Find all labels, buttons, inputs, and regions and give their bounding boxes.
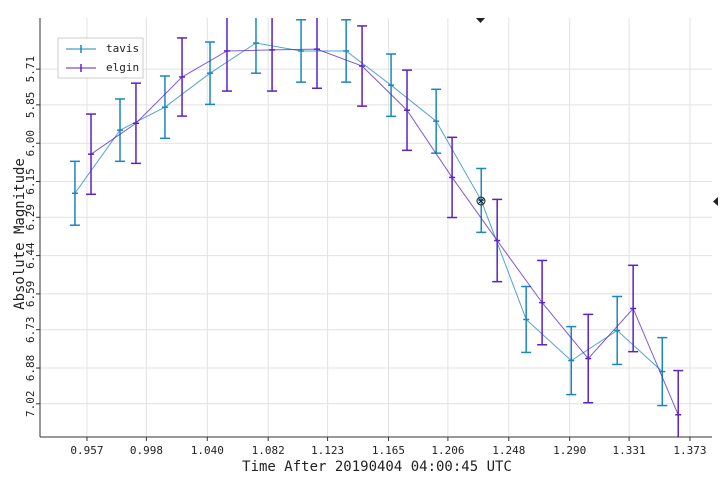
series-line (90, 48, 679, 415)
slider-handle[interactable] (713, 197, 718, 206)
y-tick-label: 6.88 (24, 355, 37, 382)
x-tick-label: 1.123 (311, 444, 344, 457)
legend-label: elgin (106, 61, 139, 74)
y-tick-label: 6.00 (24, 130, 37, 157)
y-tick-label: 7.02 (24, 391, 37, 418)
x-tick-label: 1.165 (372, 444, 405, 457)
y-axis-title: Absolute Magnitude (12, 158, 28, 310)
legend-label: tavis (106, 42, 139, 55)
x-tick-label: 1.082 (252, 444, 285, 457)
y-tick-label: 6.73 (24, 316, 37, 343)
x-tick-label: 1.248 (492, 444, 525, 457)
x-axis-title: Time After 20190404 04:00:45 UTC (242, 459, 512, 475)
legend: tavis elgin (57, 37, 144, 79)
x-tick-label: 0.957 (70, 444, 103, 457)
x-tick-label: 1.373 (673, 444, 706, 457)
x-tick-label: 1.290 (553, 444, 586, 457)
slider-handle[interactable] (476, 18, 485, 23)
cursor (476, 196, 486, 206)
y-tick-label: 5.71 (24, 56, 37, 83)
y-tick-label: 5.85 (24, 92, 37, 119)
legend-box (57, 37, 144, 79)
y-tick-label: 6.15 (24, 168, 37, 195)
y-tick-label: 6.29 (24, 204, 37, 231)
x-tick-label: 1.206 (431, 444, 464, 457)
x-tick-label: 0.998 (130, 444, 163, 457)
y-tick-label: 6.44 (24, 242, 37, 269)
series-line (74, 42, 663, 372)
y-tick-label: 6.59 (24, 281, 37, 308)
x-tick-label: 1.331 (613, 444, 646, 457)
grid (40, 18, 712, 437)
x-tick-label: 1.040 (191, 444, 224, 457)
plot-area (69, 18, 684, 437)
